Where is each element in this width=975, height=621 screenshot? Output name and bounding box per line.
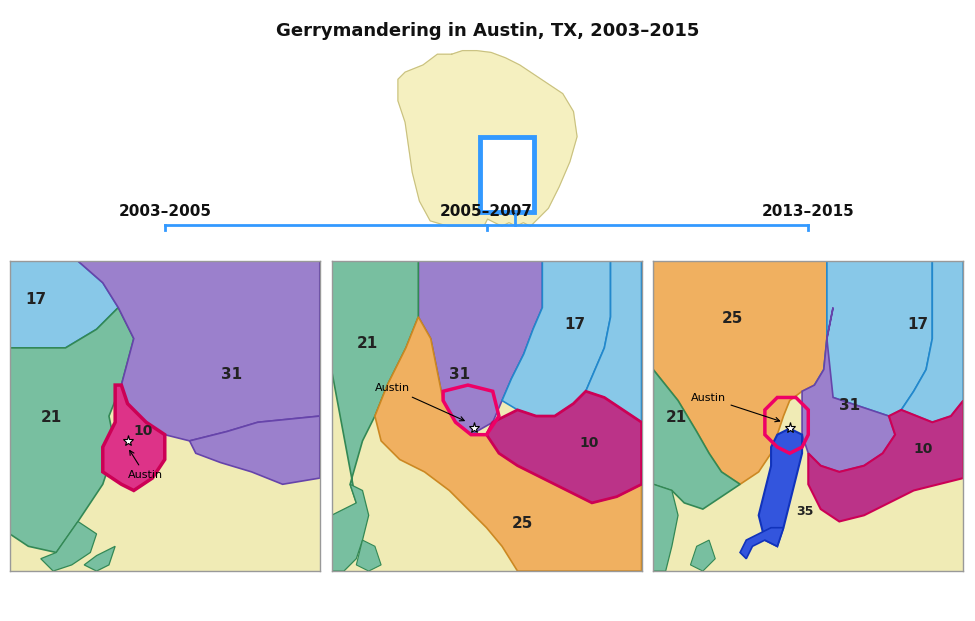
Text: 17: 17 [564,317,585,332]
Text: Austin: Austin [690,392,780,422]
Text: 17: 17 [25,292,47,307]
Text: Gerrymandering in Austin, TX, 2003–2015: Gerrymandering in Austin, TX, 2003–2015 [276,22,699,40]
Text: 2005–2007: 2005–2007 [440,204,533,219]
Polygon shape [586,261,642,422]
Text: 31: 31 [449,367,471,382]
Polygon shape [78,261,320,441]
Text: 21: 21 [41,410,62,425]
Polygon shape [102,385,165,491]
Text: 2003–2005: 2003–2005 [118,204,212,219]
Text: Austin: Austin [375,383,464,421]
Polygon shape [502,261,610,416]
Text: 31: 31 [220,367,242,382]
Text: 21: 21 [666,410,687,425]
Text: 17: 17 [908,317,928,332]
Text: 25: 25 [722,311,743,326]
Polygon shape [740,528,784,559]
Text: 25: 25 [511,515,532,531]
Polygon shape [375,317,642,571]
Polygon shape [418,261,542,435]
Polygon shape [653,369,740,509]
Polygon shape [189,416,320,484]
Polygon shape [759,428,802,546]
Polygon shape [808,401,963,522]
Polygon shape [814,261,932,416]
Text: 35: 35 [796,505,813,519]
Polygon shape [356,540,381,571]
Polygon shape [802,307,895,472]
Polygon shape [690,540,716,571]
Text: 10: 10 [579,436,599,450]
Polygon shape [10,261,118,348]
Text: 10: 10 [134,424,153,438]
Text: 31: 31 [839,398,860,413]
Polygon shape [332,484,369,571]
Text: 10: 10 [914,442,933,456]
Polygon shape [332,261,418,503]
Text: 2013–2015: 2013–2015 [761,204,855,219]
Polygon shape [487,391,642,503]
Polygon shape [653,261,833,484]
Polygon shape [10,307,134,553]
Text: Austin: Austin [128,450,163,480]
Polygon shape [901,261,963,422]
Text: 21: 21 [356,336,377,351]
Polygon shape [653,484,678,571]
Polygon shape [41,522,97,571]
Polygon shape [398,51,577,226]
Polygon shape [84,546,115,571]
Bar [481,137,534,212]
